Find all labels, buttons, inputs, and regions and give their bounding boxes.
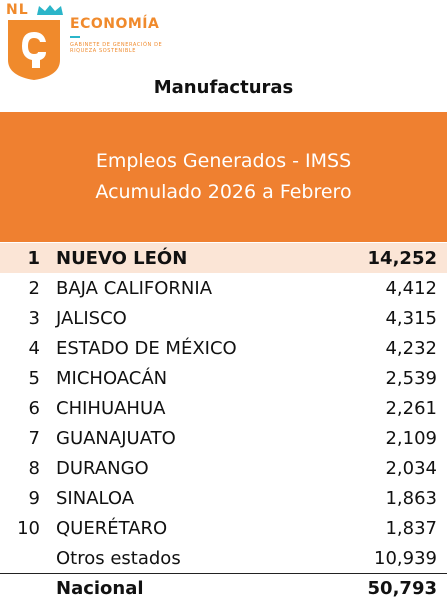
crown-icon [37,5,63,15]
rank-cell: 10 [17,517,40,539]
state-cell: JALISCO [56,307,127,329]
rank-cell: 4 [28,337,40,359]
state-cell: MICHOACÁN [56,367,168,389]
brand-logo: NL ECONOMÍA Gabinete de Generación de Ri… [6,2,206,82]
state-cell: DURANGO [56,457,149,479]
state-cell: SINALOA [56,487,135,509]
others-value: 10,939 [374,547,437,569]
table-row: 5 MICHOACÁN 2,539 [0,363,447,393]
table-row: 7 GUANAJUATO 2,109 [0,423,447,453]
brand-accent-bar [70,36,80,38]
table-row: 3 JALISCO 4,315 [0,303,447,333]
section-title: Manufacturas [153,77,294,98]
table-row: 2 BAJA CALIFORNIA 4,412 [0,273,447,303]
banner-title-line2: Acumulado 2026 a Febrero [95,181,352,203]
brand-subtitle: Gabinete de Generación de Riqueza Sosten… [70,42,163,54]
table-row: 10 QUERÉTARO 1,837 [0,513,447,543]
value-cell: 2,539 [385,367,437,389]
table-row: 1 NUEVO LEÓN 14,252 [0,243,447,273]
value-cell: 1,837 [385,517,437,539]
rank-cell: 2 [28,277,40,299]
rank-cell: 6 [28,397,40,419]
brand-prefix: NL [6,2,29,18]
national-total-row: Nacional 50,793 [0,573,447,603]
table-row: 9 SINALOA 1,863 [0,483,447,513]
rank-cell: 8 [28,457,40,479]
rank-cell: 9 [28,487,40,509]
rank-cell: 1 [27,247,40,269]
banner-title-line1: Empleos Generados - IMSS [95,150,352,172]
state-cell: CHIHUAHUA [56,397,166,419]
table-row: 8 DURANGO 2,034 [0,453,447,483]
nuevo-leon-shield-icon [8,20,60,80]
value-cell: 14,252 [367,247,437,269]
value-cell: 4,412 [385,277,437,299]
rank-cell: 3 [28,307,40,329]
state-cell: GUANAJUATO [56,427,176,449]
rank-cell: 7 [28,427,40,449]
ranking-table: 1 NUEVO LEÓN 14,252 2 BAJA CALIFORNIA 4,… [0,243,447,603]
state-cell: ESTADO DE MÉXICO [56,337,237,359]
state-cell: BAJA CALIFORNIA [56,277,213,299]
table-row: 6 CHIHUAHUA 2,261 [0,393,447,423]
value-cell: 2,034 [385,457,437,479]
value-cell: 1,863 [385,487,437,509]
state-cell: QUERÉTARO [56,517,168,539]
table-row: 4 ESTADO DE MÉXICO 4,232 [0,333,447,363]
value-cell: 4,232 [385,337,437,359]
national-value: 50,793 [367,578,437,599]
value-cell: 2,261 [385,397,437,419]
national-label: Nacional [56,578,144,599]
rank-cell: 5 [28,367,40,389]
value-cell: 4,315 [385,307,437,329]
title-banner: Empleos Generados - IMSS Acumulado 2026 … [0,112,447,242]
others-label: Otros estados [56,547,181,569]
state-cell: NUEVO LEÓN [56,247,188,269]
others-row: Otros estados 10,939 [0,543,447,573]
value-cell: 2,109 [385,427,437,449]
brand-title: ECONOMÍA [70,16,160,32]
